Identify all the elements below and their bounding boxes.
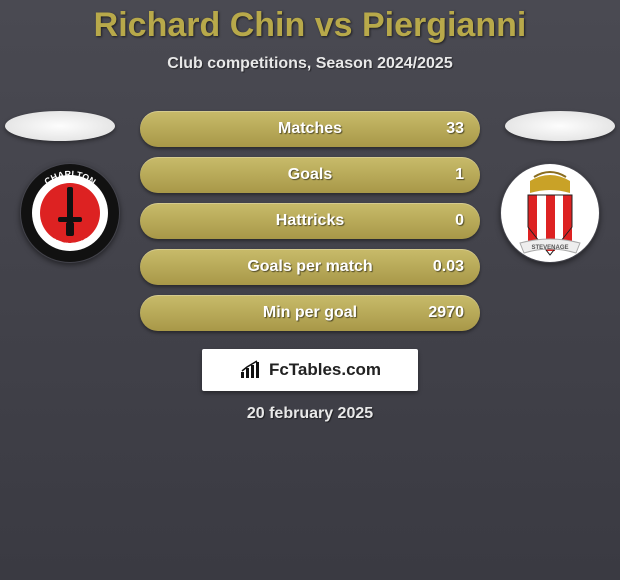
- stat-row-hattricks: Hattricks 0: [140, 203, 480, 239]
- stat-label: Hattricks: [276, 212, 344, 230]
- stat-row-goals-per-match: Goals per match 0.03: [140, 249, 480, 285]
- branding-text: FcTables.com: [269, 360, 381, 380]
- stat-value-right: 2970: [428, 304, 464, 322]
- stat-value-right: 0.03: [433, 258, 464, 276]
- branding-logo: FcTables.com: [202, 349, 418, 391]
- stat-label: Goals per match: [247, 258, 372, 276]
- stat-row-goals: Goals 1: [140, 157, 480, 193]
- page-title: Richard Chin vs Piergianni: [0, 6, 620, 45]
- stat-row-min-per-goal: Min per goal 2970: [140, 295, 480, 331]
- stats-list: Matches 33 Goals 1 Hattricks 0 Goals per…: [140, 111, 480, 331]
- player-1-photo-placeholder: [5, 111, 115, 141]
- chart-icon: [239, 360, 263, 380]
- page-subtitle: Club competitions, Season 2024/2025: [0, 55, 620, 73]
- comparison-date: 20 february 2025: [0, 405, 620, 423]
- stat-row-matches: Matches 33: [140, 111, 480, 147]
- stat-value-right: 1: [455, 166, 464, 184]
- comparison-area: CHARLTON ATHLETIC STEVENAGE Matches 33 G…: [0, 111, 620, 423]
- stat-label: Min per goal: [263, 304, 357, 322]
- club-badge-right: STEVENAGE: [500, 163, 600, 263]
- svg-text:STEVENAGE: STEVENAGE: [531, 245, 568, 251]
- stat-value-right: 33: [446, 120, 464, 138]
- stat-label: Goals: [288, 166, 332, 184]
- stat-value-right: 0: [455, 212, 464, 230]
- club-badge-left: CHARLTON ATHLETIC: [20, 163, 120, 263]
- stat-label: Matches: [278, 120, 342, 138]
- player-2-photo-placeholder: [505, 111, 615, 141]
